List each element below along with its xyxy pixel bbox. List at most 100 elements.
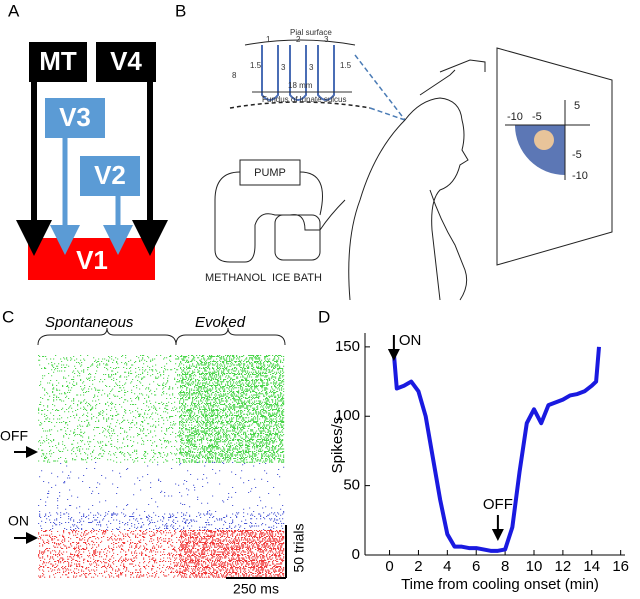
spike [271, 440, 273, 441]
spike [133, 386, 135, 387]
spike [282, 431, 284, 433]
spike [180, 395, 182, 397]
spike [239, 452, 241, 453]
probe-label: 1 [266, 35, 271, 44]
spike [257, 373, 259, 374]
spike [243, 380, 245, 381]
spike [138, 434, 140, 435]
spike [223, 361, 225, 362]
spike [261, 359, 263, 361]
spike [248, 410, 250, 411]
spike [218, 377, 220, 379]
spike [48, 421, 50, 422]
spike [275, 399, 277, 401]
spike [277, 364, 279, 366]
spike [58, 363, 60, 365]
spike [249, 400, 251, 402]
spike [248, 368, 250, 369]
spike [73, 370, 75, 372]
spike [233, 417, 235, 419]
spike [181, 358, 183, 360]
spike [186, 458, 188, 459]
spike [45, 356, 47, 357]
spike [225, 413, 227, 415]
spike [184, 394, 186, 396]
spike [265, 416, 267, 417]
spike [217, 442, 219, 444]
spike [69, 406, 71, 408]
spike [220, 418, 222, 420]
spike [110, 376, 112, 378]
spike [247, 389, 249, 391]
spike [106, 445, 108, 446]
spike [144, 398, 146, 399]
spike [264, 455, 266, 457]
spike [72, 458, 74, 459]
spike [153, 405, 155, 407]
spike [202, 356, 204, 357]
spike [217, 448, 219, 450]
spike [242, 418, 244, 420]
spike [131, 392, 133, 393]
spike [257, 406, 259, 408]
spike [250, 430, 252, 432]
spike [160, 415, 162, 416]
spike [181, 419, 183, 421]
spike [188, 397, 190, 398]
spike [229, 406, 231, 408]
spike [218, 381, 220, 383]
spike [239, 405, 241, 407]
spike [270, 437, 272, 439]
ice-bath [274, 214, 321, 261]
spike [117, 439, 119, 440]
spike [221, 453, 223, 455]
spike [155, 409, 157, 410]
spike [212, 371, 214, 373]
spike [180, 367, 182, 368]
spike [193, 389, 195, 391]
spike [145, 451, 147, 452]
spike [211, 413, 213, 415]
spike [197, 392, 199, 393]
spike [94, 435, 96, 437]
spike [192, 371, 194, 373]
spike [53, 397, 55, 398]
spike [187, 454, 189, 456]
spike [39, 440, 41, 441]
spike [251, 413, 253, 415]
spike [130, 373, 132, 374]
spike [195, 367, 197, 368]
spike [182, 442, 184, 444]
spike [272, 364, 274, 366]
spike [223, 424, 225, 426]
spike [280, 439, 282, 440]
spike [258, 367, 260, 368]
spike [214, 412, 216, 414]
spike [282, 398, 284, 399]
spike [264, 404, 266, 405]
spike [278, 355, 280, 356]
spike [261, 442, 263, 444]
spike [277, 398, 279, 399]
spike [273, 433, 275, 434]
spike [247, 388, 249, 390]
spike [282, 448, 284, 450]
spike [188, 446, 190, 447]
spike [253, 407, 255, 409]
spike [68, 398, 70, 399]
spike [217, 423, 219, 425]
spike [249, 389, 251, 391]
spike [266, 393, 268, 395]
spike [224, 434, 226, 435]
spike [169, 356, 171, 357]
spike [189, 415, 191, 416]
spike [277, 449, 279, 451]
spike [258, 371, 260, 373]
spike [79, 434, 81, 435]
spike [53, 371, 55, 373]
spike [181, 446, 183, 447]
spike [263, 433, 265, 434]
spike [108, 361, 110, 362]
spike [216, 374, 218, 375]
spike [174, 401, 176, 403]
